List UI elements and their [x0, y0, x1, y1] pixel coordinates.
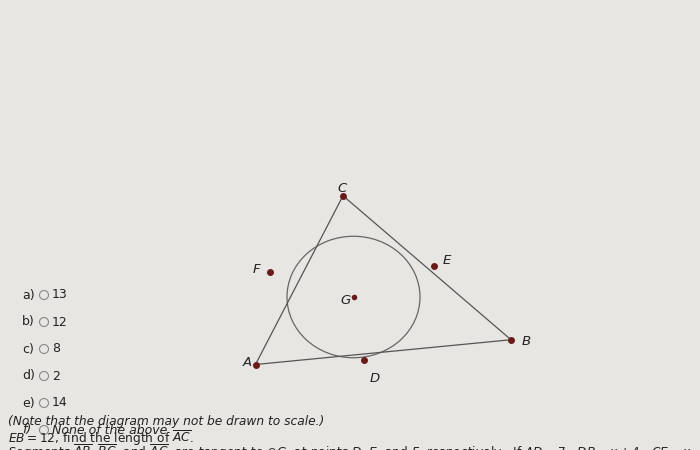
Text: 12: 12: [52, 315, 68, 328]
Text: b): b): [22, 315, 35, 328]
Text: $A$: $A$: [242, 356, 253, 369]
Text: $F$: $F$: [252, 263, 262, 276]
Text: $E$: $E$: [442, 254, 452, 267]
Text: (Note that the diagram may not be drawn to scale.): (Note that the diagram may not be drawn …: [8, 415, 324, 428]
Text: 8: 8: [52, 342, 60, 356]
Text: 13: 13: [52, 288, 68, 302]
Text: 2: 2: [52, 369, 60, 382]
Text: $EB = 12$, find the length of $\overline{AC}$.: $EB = 12$, find the length of $\overline…: [8, 429, 194, 448]
Text: e): e): [22, 396, 34, 410]
Text: f): f): [22, 423, 32, 436]
Text: 14: 14: [52, 396, 68, 410]
Text: c): c): [22, 342, 34, 356]
Text: None of the above: None of the above: [52, 423, 167, 436]
Text: $C$: $C$: [337, 182, 349, 195]
Text: $G$: $G$: [340, 294, 351, 307]
Text: d): d): [22, 369, 35, 382]
Text: Segments $\overline{AB}$, $\overline{BC}$, and $\overline{AC}$  are tangent to $: Segments $\overline{AB}$, $\overline{BC}…: [8, 443, 700, 450]
Text: $D$: $D$: [369, 372, 381, 385]
Text: a): a): [22, 288, 34, 302]
Text: $B$: $B$: [521, 335, 531, 348]
